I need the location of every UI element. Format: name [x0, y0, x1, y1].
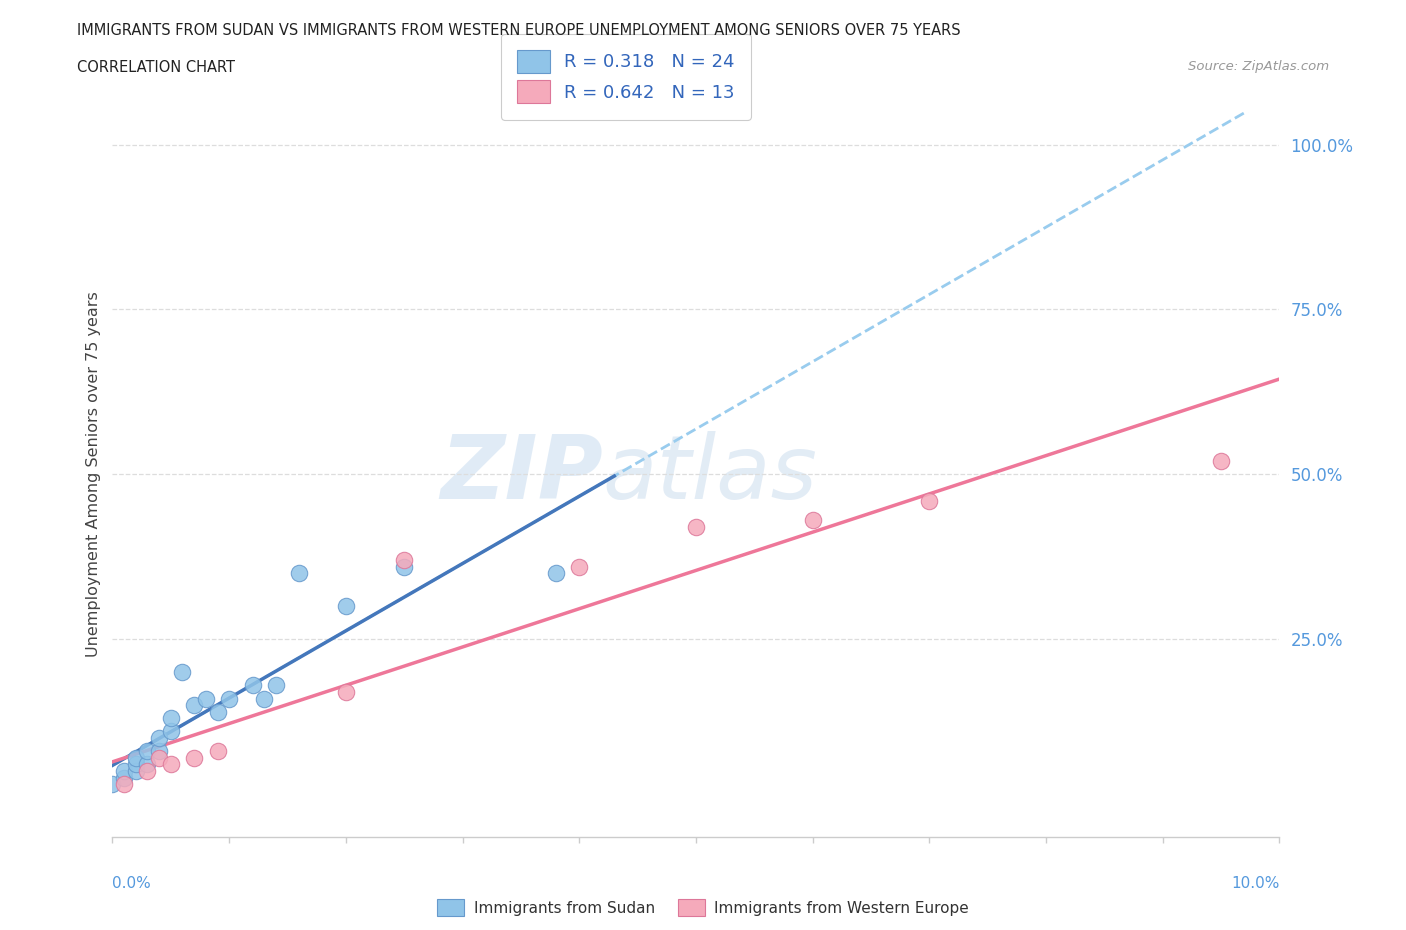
Point [183, 751, 205, 765]
Point [207, 704, 229, 719]
Point [264, 678, 287, 693]
Point [160, 711, 183, 725]
Point [112, 764, 135, 778]
Point [253, 691, 276, 706]
Point [148, 731, 170, 746]
Point [136, 764, 159, 778]
Point [125, 751, 148, 765]
Point [394, 559, 416, 574]
Point [801, 513, 824, 528]
Y-axis label: Unemployment Among Seniors over 75 years: Unemployment Among Seniors over 75 years [86, 291, 101, 658]
Point [136, 757, 159, 772]
Point [160, 724, 183, 739]
Text: IMMIGRANTS FROM SUDAN VS IMMIGRANTS FROM WESTERN EUROPE UNEMPLOYMENT AMONG SENIO: IMMIGRANTS FROM SUDAN VS IMMIGRANTS FROM… [77, 23, 960, 38]
Point [335, 599, 357, 614]
Text: 0.0%: 0.0% [112, 876, 152, 891]
Point [148, 751, 170, 765]
Point [112, 777, 135, 791]
Point [685, 520, 707, 535]
Point [544, 565, 567, 580]
Text: CORRELATION CHART: CORRELATION CHART [77, 60, 235, 75]
Point [112, 770, 135, 785]
Point [568, 559, 591, 574]
Point [918, 493, 941, 508]
Legend: R = 0.318   N = 24, R = 0.642   N = 13: R = 0.318 N = 24, R = 0.642 N = 13 [501, 33, 751, 120]
Text: Source: ZipAtlas.com: Source: ZipAtlas.com [1188, 60, 1329, 73]
Point [183, 698, 205, 712]
Text: atlas: atlas [603, 432, 817, 517]
Point [194, 691, 217, 706]
Point [394, 552, 416, 567]
Legend: Immigrants from Sudan, Immigrants from Western Europe: Immigrants from Sudan, Immigrants from W… [430, 893, 976, 923]
Point [160, 757, 183, 772]
Point [335, 684, 357, 699]
Point [125, 764, 148, 778]
Point [242, 678, 264, 693]
Point [288, 565, 311, 580]
Point [148, 744, 170, 759]
Point [136, 744, 159, 759]
Point [172, 665, 194, 680]
Point [125, 757, 148, 772]
Point [218, 691, 240, 706]
Text: ZIP: ZIP [440, 431, 603, 518]
Point [207, 744, 229, 759]
Point [1209, 454, 1232, 469]
Text: 10.0%: 10.0% [1232, 876, 1279, 891]
Point [101, 777, 124, 791]
